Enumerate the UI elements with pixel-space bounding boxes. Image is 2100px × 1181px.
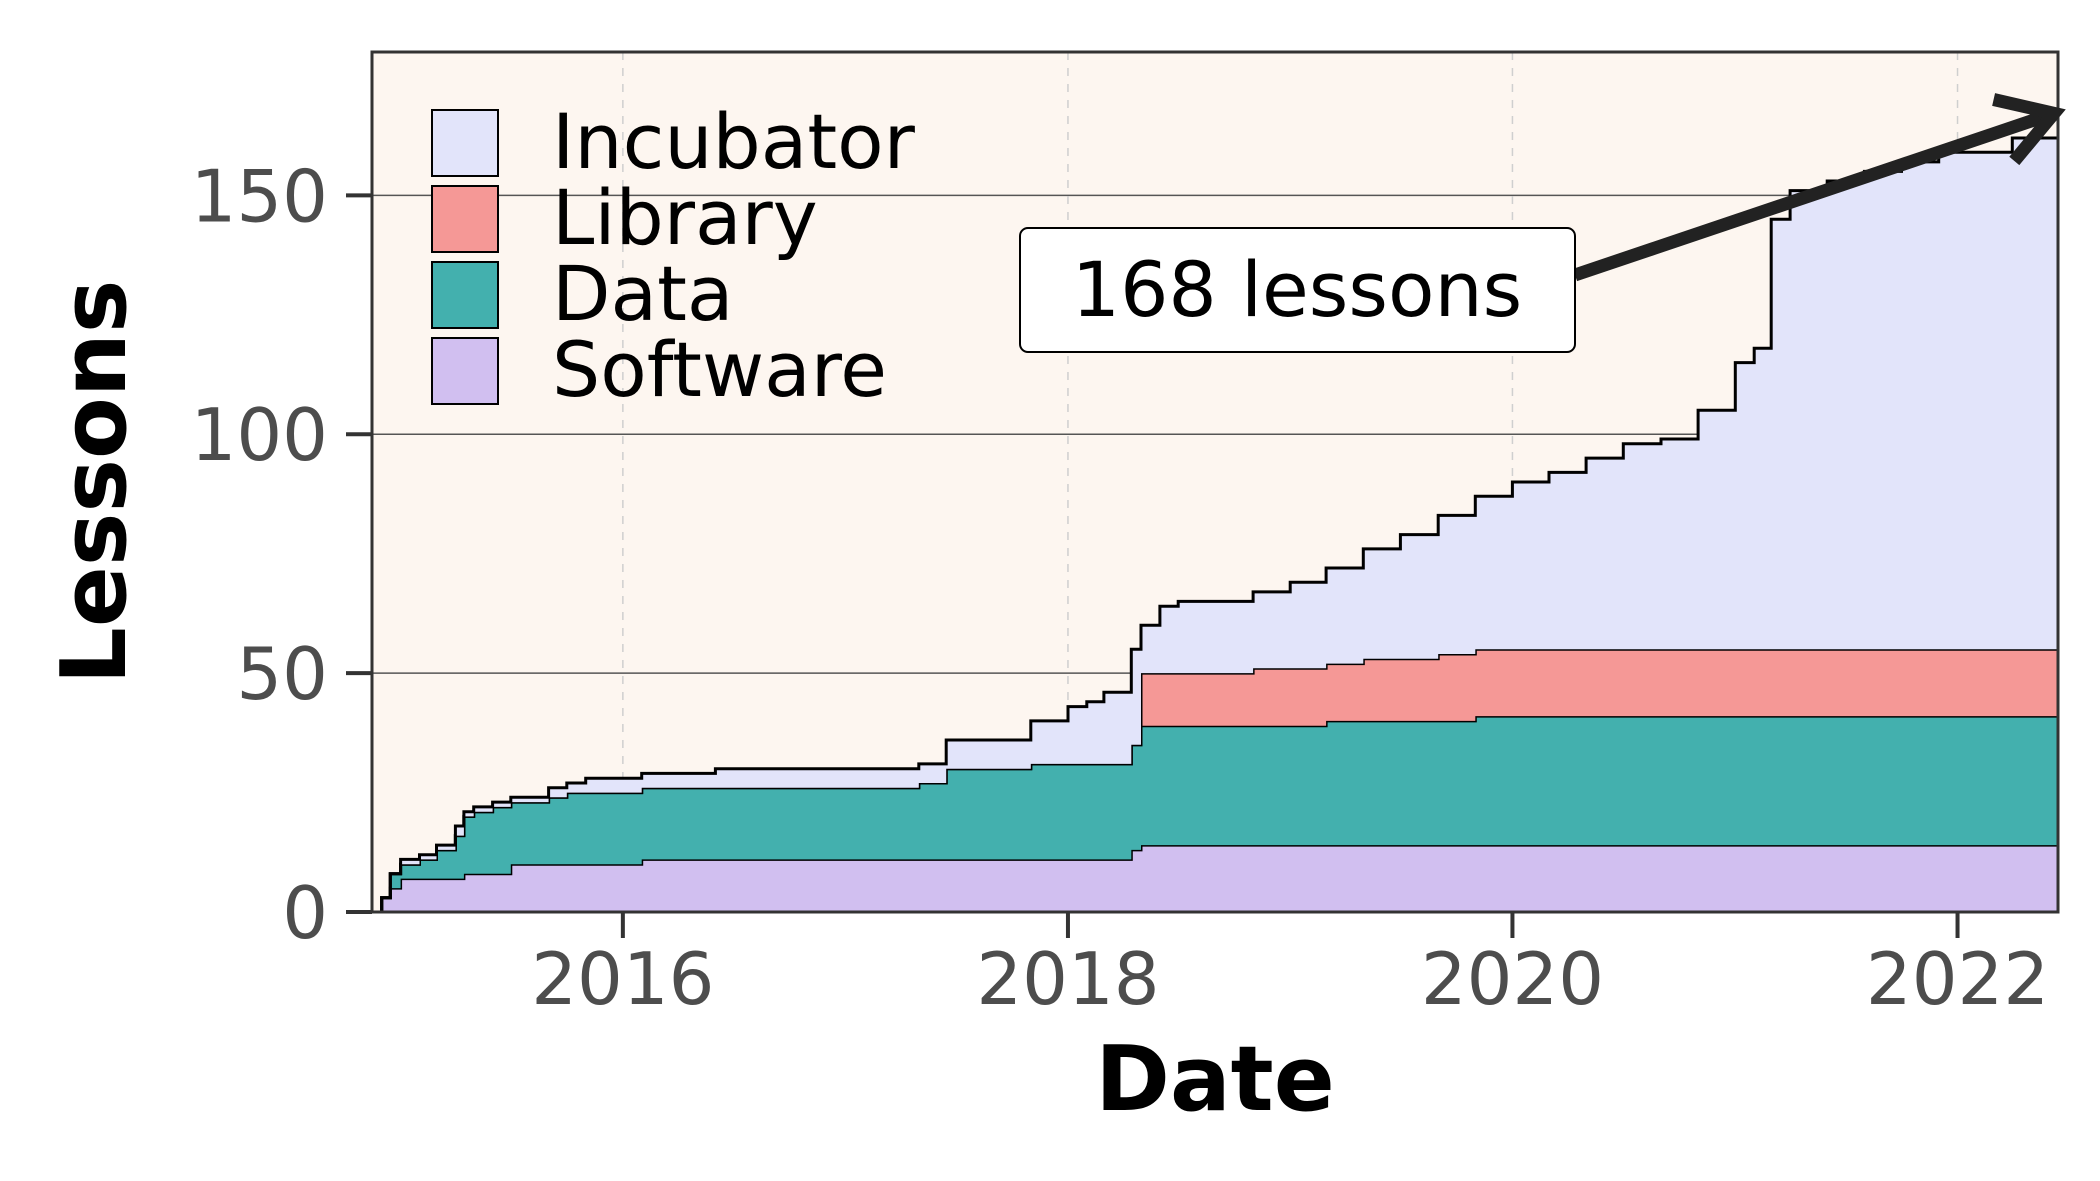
annotation-arrow — [1572, 109, 2049, 282]
y-tick-label: 150 — [191, 154, 328, 238]
x-tick-label: 2020 — [1421, 937, 1604, 1021]
annotation-box — [1019, 227, 1576, 353]
plot-frame — [370, 50, 2060, 914]
area-incubator — [375, 109, 2058, 913]
y-tick-label: 0 — [282, 871, 328, 955]
area-edge-incubator — [375, 109, 2060, 914]
area-layer — [375, 109, 2060, 914]
legend-swatch-software — [431, 337, 499, 405]
axis-ticks: 0 50 100 150 2016 2018 2020 2022 — [191, 154, 2050, 1021]
legend-label-software: Software — [552, 325, 887, 414]
x-tick-label: 2022 — [1866, 937, 2049, 1021]
x-tick-label: 2016 — [531, 937, 714, 1021]
y-tick-label: 100 — [191, 393, 328, 477]
legend-swatch-incubator — [431, 109, 499, 177]
y-axis-title: Lessons — [42, 280, 147, 685]
x-axis-title: Date — [1095, 1027, 1335, 1132]
annotation-arrowhead — [1992, 93, 2066, 166]
legend-label-incubator: Incubator — [552, 97, 916, 186]
legend-swatch-library — [431, 185, 499, 253]
legend-label-library: Library — [552, 173, 818, 262]
annotation: 168 lessons — [1019, 93, 2066, 353]
annotation-label: 168 lessons — [1072, 245, 1523, 334]
legend-swatch-data — [431, 261, 499, 329]
area-software — [375, 845, 2058, 912]
y-tick-label: 50 — [236, 632, 328, 716]
area-data — [375, 711, 2058, 912]
x-tick-label: 2018 — [976, 937, 1159, 1021]
legend-label-data: Data — [552, 249, 733, 338]
area-library — [375, 644, 2058, 912]
